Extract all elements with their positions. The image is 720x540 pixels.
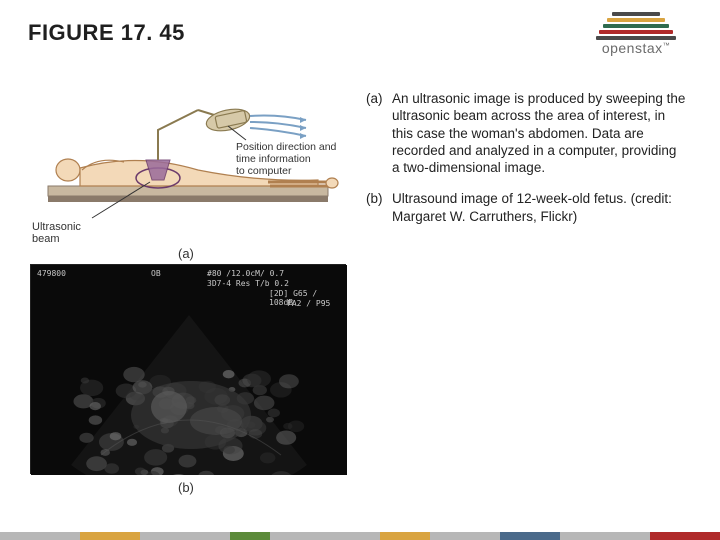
figure-b-ultrasound: 479800 OB #80 /12.0cM/ 0.73D7-4 Res T/b 0.… <box>30 264 346 474</box>
description-item-b: (b) Ultrasound image of 12-week-old fetu… <box>366 190 686 225</box>
bottom-stripe <box>0 532 720 540</box>
stripe-segment <box>270 532 380 540</box>
ultrasound-overlay-text: 479800 <box>37 269 66 278</box>
stripe-segment <box>80 532 140 540</box>
svg-text:time information: time information <box>236 153 311 165</box>
figure-b-caption: (b) <box>178 480 194 495</box>
description-item-a: (a) An ultrasonic image is produced by s… <box>366 90 686 176</box>
ultrasound-overlay-text: #80 /12.0cM/ 0.7 <box>207 269 284 278</box>
description-label: (a) <box>366 90 392 176</box>
stripe-segment <box>500 532 560 540</box>
logo-bar <box>607 18 665 22</box>
description-text: Ultrasound image of 12-week-old fetus. (… <box>392 190 686 225</box>
ultrasound-overlay-text: 3D7-4 Res T/b 0.2 <box>207 279 289 288</box>
stripe-segment <box>560 532 650 540</box>
stripe-segment <box>380 532 430 540</box>
stripe-segment <box>430 532 500 540</box>
logo-bars <box>596 12 676 38</box>
logo-bar <box>603 24 669 28</box>
figure-a-svg: Ultrasonic beam Position direction and t… <box>28 90 348 242</box>
ultrasound-overlay-text: FA2 / P95 <box>287 299 330 308</box>
svg-text:beam: beam <box>32 233 60 242</box>
logo-bar <box>612 12 660 16</box>
openstax-logo: openstax™ <box>576 12 696 62</box>
ultrasound-overlay-texts: 479800 OB #80 /12.0cM/ 0.73D7-4 Res T/b 0.… <box>31 265 345 473</box>
stripe-segment <box>0 532 80 540</box>
ultrasound-overlay-text: OB <box>151 269 161 278</box>
description-list: (a) An ultrasonic image is produced by s… <box>366 90 686 239</box>
stripe-segment <box>140 532 230 540</box>
logo-word: openstax <box>602 40 663 56</box>
figure-title: FIGURE 17. 45 <box>28 20 185 46</box>
svg-text:Position direction and: Position direction and <box>236 141 337 153</box>
logo-text: openstax™ <box>576 40 696 56</box>
stripe-segment <box>230 532 270 540</box>
description-text: An ultrasonic image is produced by sweep… <box>392 90 686 176</box>
stripe-segment <box>650 532 720 540</box>
svg-text:to computer: to computer <box>236 165 292 177</box>
figure-a-diagram: Ultrasonic beam Position direction and t… <box>28 90 348 242</box>
figure-a-caption: (a) <box>178 246 194 261</box>
description-label: (b) <box>366 190 392 225</box>
label-ultrasonic-beam: Ultrasonic <box>32 221 81 233</box>
logo-tm: ™ <box>663 42 671 49</box>
page-root: FIGURE 17. 45 openstax™ <box>0 0 720 540</box>
logo-bar <box>599 30 673 34</box>
